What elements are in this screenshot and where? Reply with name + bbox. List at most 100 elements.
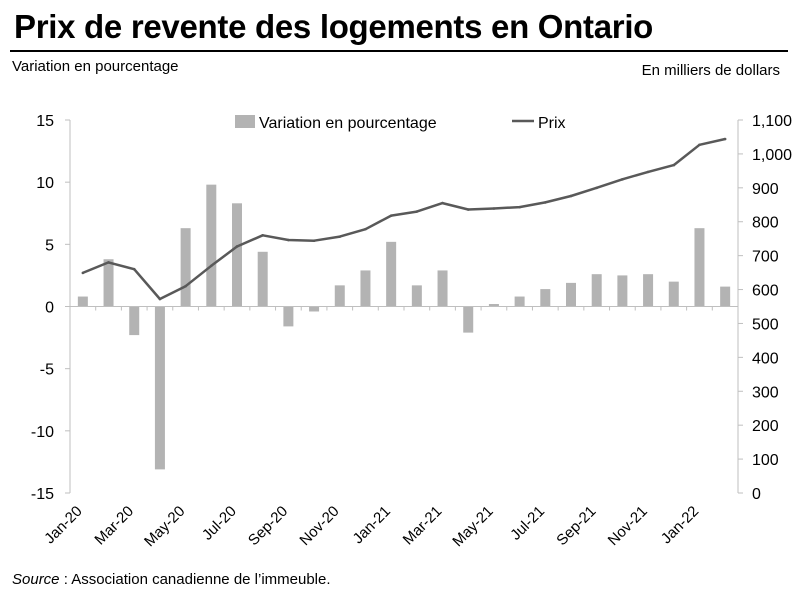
legend-swatch-bar [235, 115, 255, 128]
bar [694, 228, 705, 307]
legend-label-bar: Variation en pourcentage [259, 115, 437, 132]
right-axis: 0 100 200 300 400 500 600 700 800 900 1,000 1,100 [737, 113, 792, 503]
left-tick-label: 15 [36, 113, 54, 130]
line-point [518, 205, 521, 209]
bar [437, 270, 448, 307]
line-point [621, 178, 624, 181]
x-tick-label: Mar-21 [400, 503, 446, 549]
bar [154, 306, 165, 470]
x-tick-label: Sep-21 [553, 503, 599, 549]
line-point [364, 227, 367, 231]
legend-label-line: Prix [538, 115, 566, 132]
bar [514, 296, 525, 307]
line-point [235, 245, 239, 248]
right-tick-label: 300 [752, 384, 779, 401]
bar [488, 304, 499, 307]
line-point [441, 201, 444, 205]
bar [283, 306, 294, 327]
line-point [646, 170, 650, 174]
right-axis-label: En milliers de dollars [641, 62, 780, 79]
left-tick-label: 10 [36, 175, 54, 192]
line-point [389, 214, 393, 217]
line-point [492, 207, 496, 210]
line-point [312, 239, 316, 243]
bar [206, 184, 217, 307]
line-point [261, 233, 264, 237]
right-tick-label: 1,000 [752, 147, 792, 164]
left-tick-label: 5 [45, 237, 54, 254]
line-point [81, 271, 85, 275]
bar [411, 285, 422, 307]
line-point [544, 201, 547, 204]
bar [309, 306, 320, 312]
right-tick-label: 200 [752, 418, 779, 435]
x-tick-label: Jan-21 [350, 503, 394, 547]
line-series [81, 137, 727, 301]
right-tick-label: 400 [752, 350, 779, 367]
bar [180, 228, 191, 307]
price-line [82, 137, 726, 301]
x-tick-label: May-20 [141, 503, 188, 550]
right-tick-label: 600 [752, 283, 779, 300]
bar [668, 281, 679, 307]
right-tick-label: 500 [752, 316, 779, 333]
bar [129, 306, 140, 336]
right-tick-label: 1,100 [752, 113, 792, 130]
bar [463, 306, 474, 333]
right-tick-label: 700 [752, 249, 779, 266]
right-tick-label: 0 [752, 486, 761, 503]
bar [103, 259, 114, 307]
x-tick-label: Sep-20 [245, 503, 291, 549]
left-tick-label: -10 [31, 424, 54, 441]
line-point [107, 261, 110, 264]
x-axis: Jan-20 Mar-20 May-20 Jul-20 Sep-20 Nov-20 Jan-… [41, 306, 739, 550]
bar [540, 289, 551, 307]
x-tick-label: Jan-22 [658, 503, 702, 547]
right-tick-label: 100 [752, 452, 779, 469]
line-point [338, 235, 342, 238]
left-axis-label: Variation en pourcentage [12, 58, 179, 75]
chart-title: Prix de revente des logements en Ontario [14, 8, 654, 45]
bar [591, 274, 602, 307]
x-tick-label: May-21 [449, 503, 496, 550]
bar [257, 251, 268, 307]
bar [232, 203, 242, 307]
right-tick-label: 800 [752, 215, 779, 232]
bar [386, 241, 397, 307]
source-label: Source [12, 571, 60, 588]
bar [566, 282, 576, 307]
x-tick-label: Jul-20 [199, 503, 240, 544]
x-tick-label: Nov-21 [605, 503, 651, 549]
left-tick-label: 0 [45, 300, 54, 317]
line-point [698, 143, 701, 147]
bar [643, 274, 654, 307]
x-tick-label: Jan-20 [41, 503, 85, 547]
line-point [287, 238, 290, 242]
bar [720, 286, 731, 307]
source-text: : Association canadienne de l’immeuble. [59, 571, 331, 588]
line-point [595, 186, 598, 190]
legend: Variation en pourcentage Prix [235, 115, 566, 132]
line-point [415, 210, 419, 213]
x-tick-label: Nov-20 [296, 503, 342, 549]
bar [617, 275, 628, 307]
line-point [723, 137, 727, 141]
line-point [569, 194, 573, 198]
line-point [672, 163, 676, 167]
left-tick-label: -15 [31, 486, 54, 503]
right-tick-label: 900 [752, 181, 779, 198]
bar [360, 270, 371, 307]
bar-series [77, 184, 731, 470]
line-point [158, 297, 162, 301]
line-point [184, 284, 187, 288]
line-point [210, 264, 213, 268]
title-underline [10, 50, 788, 52]
left-axis: -15 -10 -5 0 5 10 15 [31, 113, 71, 503]
line-point [466, 208, 470, 211]
bar [77, 296, 88, 307]
x-tick-label: Mar-20 [91, 503, 137, 549]
line-point [132, 267, 136, 271]
source-note: Source : Association canadienne de l’imm… [12, 571, 331, 588]
left-tick-label: -5 [40, 362, 54, 379]
